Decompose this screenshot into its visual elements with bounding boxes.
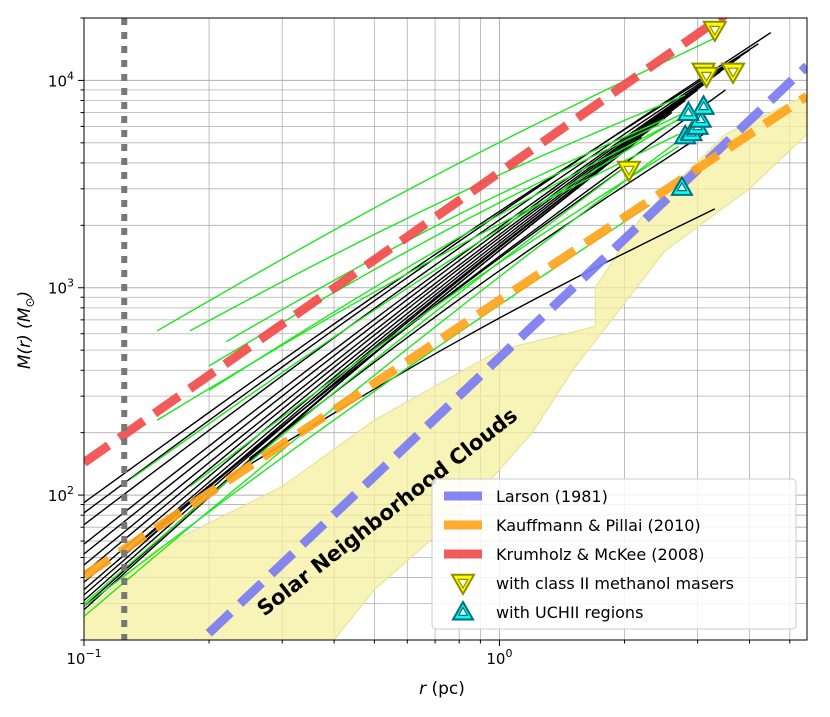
- legend-label: with class II methanol masers: [496, 574, 734, 593]
- mass-profile-green: [84, 125, 699, 617]
- mass-profile-black: [84, 56, 741, 545]
- legend-swatch-inner: [457, 606, 469, 616]
- legend-box: [431, 478, 797, 630]
- plot-frame: [83, 17, 808, 641]
- solar-neighborhood-region: [84, 94, 807, 640]
- legend-label: Larson (1981): [496, 487, 608, 506]
- maser-marker-inner: [700, 71, 713, 83]
- x-axis-label: r (pc): [419, 679, 465, 699]
- mass-profile-green: [208, 111, 686, 367]
- data-area: Solar Neighborhood Clouds: [84, 18, 807, 640]
- reference-line-1: [84, 92, 807, 580]
- legend-swatch-inner: [457, 578, 469, 590]
- mass-profile-green: [189, 145, 679, 488]
- axes: 10−1 100 102 103 104: [48, 17, 791, 668]
- x-label-unit: (pc): [432, 679, 465, 699]
- legend-label: Krumholz & McKee (2008): [496, 545, 705, 564]
- mass-profile-black: [84, 149, 625, 611]
- y-tick-label: 104: [48, 69, 74, 90]
- mass-profile-green: [130, 114, 686, 480]
- y-tick-label: 102: [48, 484, 74, 505]
- uchii-marker-inner: [676, 181, 688, 192]
- mass-profile-black: [84, 63, 731, 555]
- y-label-sun-symbol: ⊙: [23, 297, 37, 307]
- legend-label: Kauffmann & Pillai (2010): [496, 516, 701, 535]
- maser-marker-inner: [727, 67, 740, 78]
- mass-profile-black: [84, 43, 759, 504]
- y-tick-label: 103: [48, 277, 74, 298]
- y-axis-label: M(r) (M⊙): [15, 291, 37, 369]
- mass-profile-black: [84, 71, 721, 566]
- x-label-variable: r: [419, 679, 427, 699]
- mass-profile-green: [189, 94, 686, 332]
- x-tick-label: 10−1: [66, 647, 101, 668]
- svg-text:r (pc): r (pc): [419, 679, 465, 699]
- mass-profile-green: [208, 109, 698, 391]
- mass-profile-green: [84, 166, 625, 605]
- maser-marker-inner: [622, 165, 635, 177]
- mass-profile-black: [248, 208, 716, 466]
- mass-profile-green: [225, 118, 665, 343]
- x-tick-label: 100: [486, 647, 512, 668]
- svg-text:M(r) (M⊙): M(r) (M⊙): [15, 291, 37, 369]
- y-label-main: M(r) (M: [15, 307, 35, 369]
- reference-line-2: [84, 18, 729, 467]
- mass-profile-black: [84, 32, 772, 514]
- y-label-close: ): [15, 291, 35, 300]
- legend: Larson (1981) Kauffmann & Pillai (2010) Kr…: [431, 478, 797, 630]
- maser-marker-inner: [708, 25, 721, 37]
- legend-label: with UCHII regions: [496, 603, 643, 622]
- uchii-marker-inner: [682, 106, 694, 117]
- mass-profile-black: [84, 99, 686, 591]
- mass-profile-green: [156, 133, 679, 421]
- reference-line-0: [195, 62, 807, 640]
- uchii-marker-inner: [698, 100, 710, 111]
- mass-profile-black: [84, 49, 750, 526]
- mass-profile-black: [84, 89, 699, 583]
